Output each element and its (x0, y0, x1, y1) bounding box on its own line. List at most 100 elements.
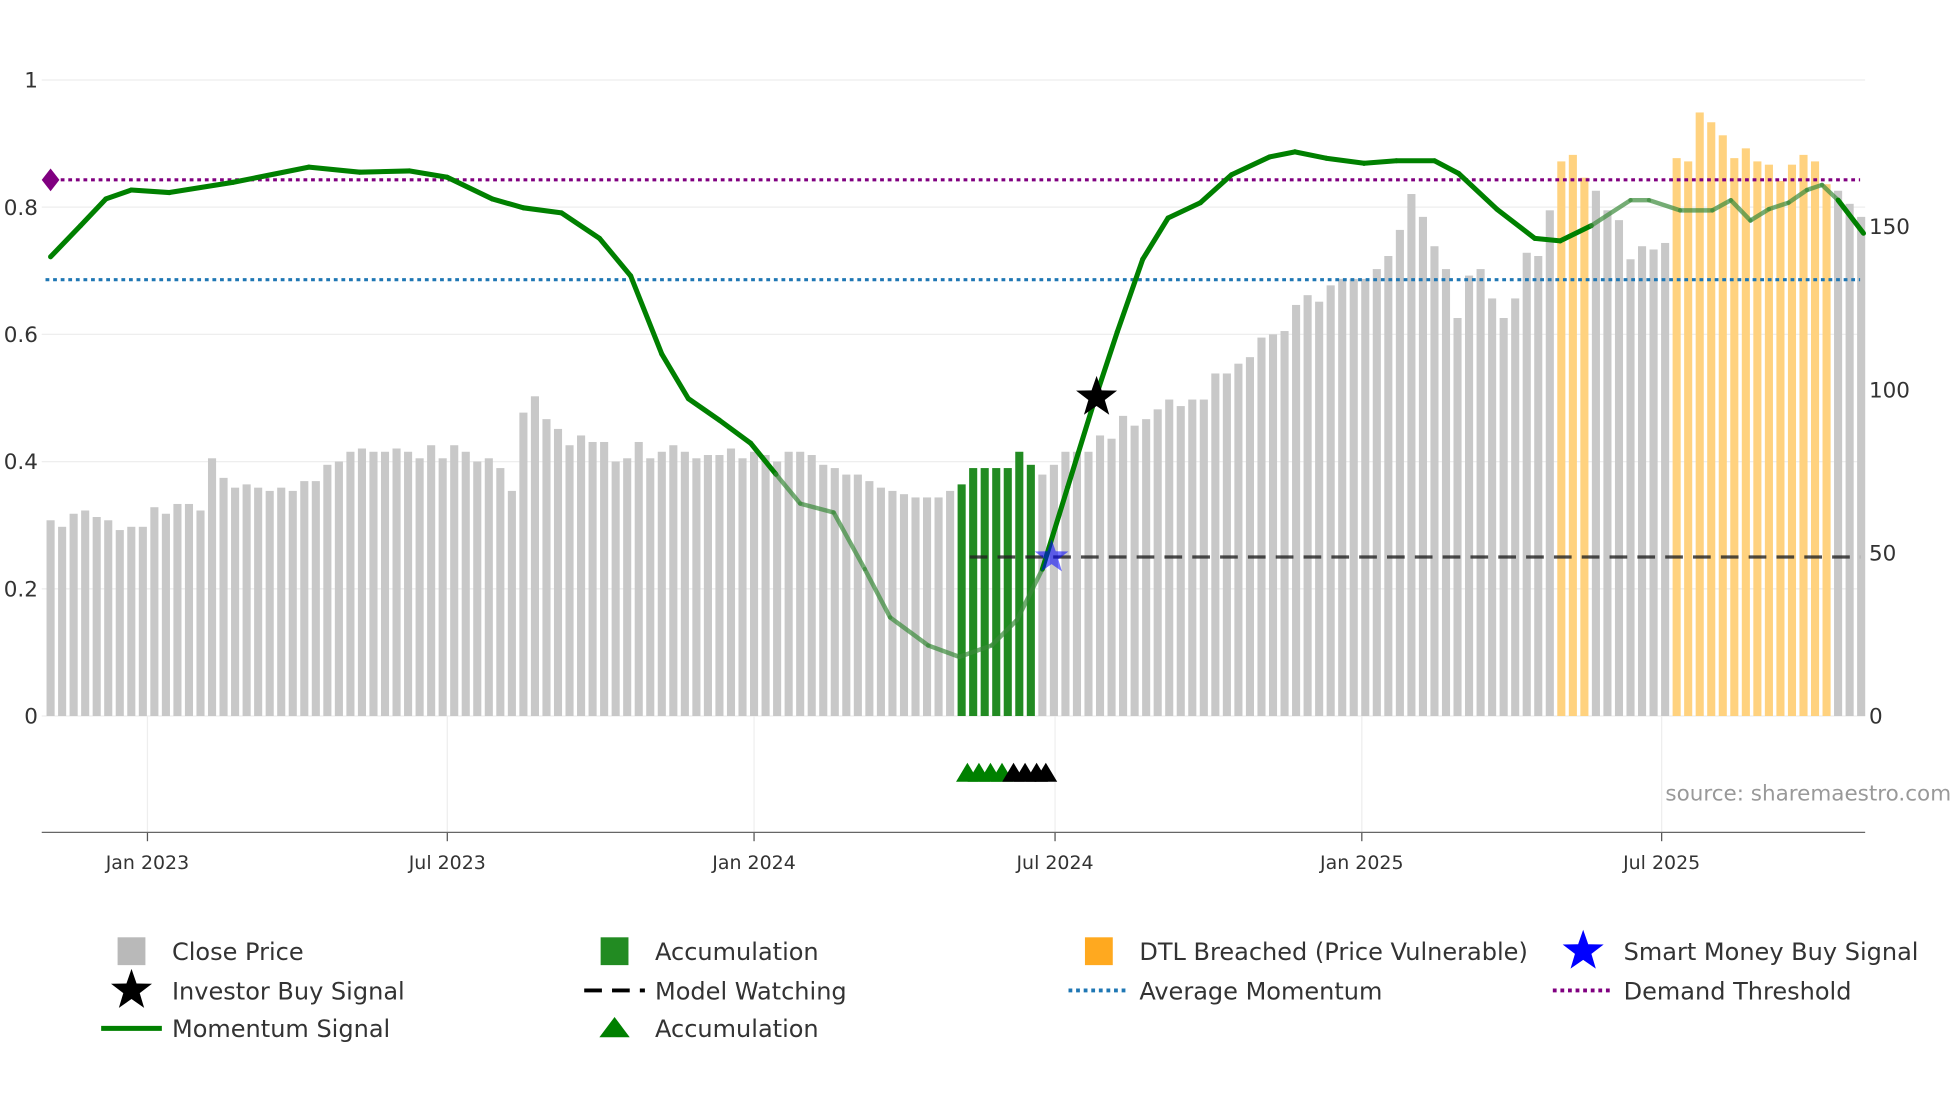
dtl-bar (1741, 148, 1750, 717)
momentum-segment (1804, 182, 1825, 193)
smart-money-star-icon (1034, 539, 1069, 572)
close-price-bar (1384, 256, 1393, 717)
right-tick-label: 0 (1869, 705, 1883, 730)
momentum-segment (748, 440, 779, 477)
close-price-bar (1222, 373, 1231, 717)
dtl-bar (1684, 161, 1693, 717)
close-price-bar (796, 451, 805, 717)
dtl-bar (1764, 164, 1773, 717)
close-price-bar (530, 396, 539, 717)
axes: 0 0.2 0.4 0.6 0.8 1 0 50 100 150 Jan 2023 Jul 2023 J… (4, 69, 1910, 874)
momentum-segment (230, 164, 312, 185)
close-price-bar (922, 497, 932, 717)
close-price-bar (1038, 474, 1047, 717)
momentum-segment (406, 168, 450, 180)
legend-item: Smart Money Buy Signal (1562, 929, 1919, 969)
close-price-bar (415, 458, 424, 717)
close-price-bar (888, 490, 897, 717)
legend-item: Average Momentum (1068, 977, 1382, 1005)
legend-item: Close Price (117, 937, 304, 966)
momentum-segment (1589, 197, 1633, 228)
close-price-bar (1476, 269, 1485, 717)
close-price-bar (1430, 246, 1439, 717)
close-price-bar (611, 461, 620, 717)
momentum-segment (489, 196, 526, 211)
close-price-bar (1349, 278, 1358, 717)
momentum-segment (1323, 155, 1367, 166)
momentum-segment (306, 164, 363, 175)
close-price-bar (784, 451, 793, 717)
close-price-bar (507, 490, 516, 717)
momentum-segment (1557, 223, 1594, 244)
close-price-bar (496, 468, 505, 717)
legend-item: Accumulation (600, 937, 819, 966)
momentum-segment (1014, 566, 1045, 623)
left-tick-label: 0.4 (4, 450, 38, 475)
momentum-segment (520, 205, 564, 216)
close-price-bar (1465, 275, 1474, 717)
close-price-bar (680, 451, 689, 717)
x-tick-label: Jul 2025 (1622, 852, 1700, 874)
legend-square-icon (117, 937, 146, 966)
dtl-bar (1787, 164, 1797, 717)
close-price-bar (1061, 451, 1070, 717)
momentum-segment (1431, 158, 1462, 176)
close-price-bar (1234, 363, 1243, 717)
close-price-bar (865, 481, 874, 717)
close-price-bar (773, 461, 782, 717)
momentum-segment (831, 510, 867, 572)
momentum-segment (989, 617, 1020, 648)
close-price-bar (1211, 373, 1220, 717)
momentum-segment (925, 643, 962, 660)
reference-lines (41, 168, 1861, 559)
accumulation-bar (1003, 468, 1012, 717)
dtl-bar (1672, 158, 1681, 717)
legend-item: Momentum Signal (101, 1015, 390, 1043)
legend-label: Smart Money Buy Signal (1624, 938, 1919, 966)
dtl-bar (1695, 112, 1704, 717)
close-price-bar (1153, 409, 1162, 717)
momentum-segment (1766, 200, 1791, 212)
legend-label: Investor Buy Signal (172, 977, 405, 1005)
dtl-bar (1730, 158, 1739, 717)
close-price-bar (911, 497, 920, 717)
left-tick-label: 0.8 (4, 196, 38, 221)
close-price-bar (357, 448, 367, 717)
close-price-bar (1441, 269, 1451, 717)
close-price-bar (1857, 216, 1866, 717)
close-price-bar (1614, 220, 1624, 717)
close-price-bar (1072, 451, 1082, 717)
momentum-segment (1786, 187, 1810, 205)
close-price-bar (1130, 425, 1139, 717)
close-price-bar (1591, 190, 1600, 717)
close-price-bar (830, 468, 839, 717)
close-price-bar (1292, 304, 1301, 717)
legend-label: DTL Breached (Price Vulnerable) (1139, 938, 1528, 966)
legend-label: Accumulation (655, 1015, 819, 1043)
close-price-bar (1603, 210, 1612, 717)
close-price-bar (1453, 318, 1462, 717)
close-price-bar (1638, 246, 1647, 717)
close-price-bar (1649, 249, 1658, 717)
momentum-segment (48, 223, 84, 260)
close-price-bar (703, 455, 712, 717)
close-price-bar (1176, 406, 1185, 717)
close-price-bar (1499, 318, 1508, 717)
close-price-bar (807, 455, 816, 717)
momentum-segment (1197, 172, 1235, 206)
momentum-segment (1710, 197, 1734, 213)
close-price-bar (1661, 242, 1670, 717)
momentum-segment (1494, 206, 1538, 241)
momentum-segment (78, 196, 109, 229)
close-price-bar (484, 458, 493, 717)
close-price-bar (1119, 415, 1128, 717)
close-price-bar (634, 441, 643, 717)
close-price-bar (1280, 331, 1289, 717)
legend-label: Momentum Signal (172, 1015, 390, 1043)
close-price-bar (254, 487, 263, 717)
close-price-bar (1545, 210, 1554, 717)
grid (41, 79, 1866, 833)
close-price-bar (1407, 194, 1416, 717)
close-price-bar (853, 474, 862, 717)
legend-star-icon (1562, 929, 1604, 969)
